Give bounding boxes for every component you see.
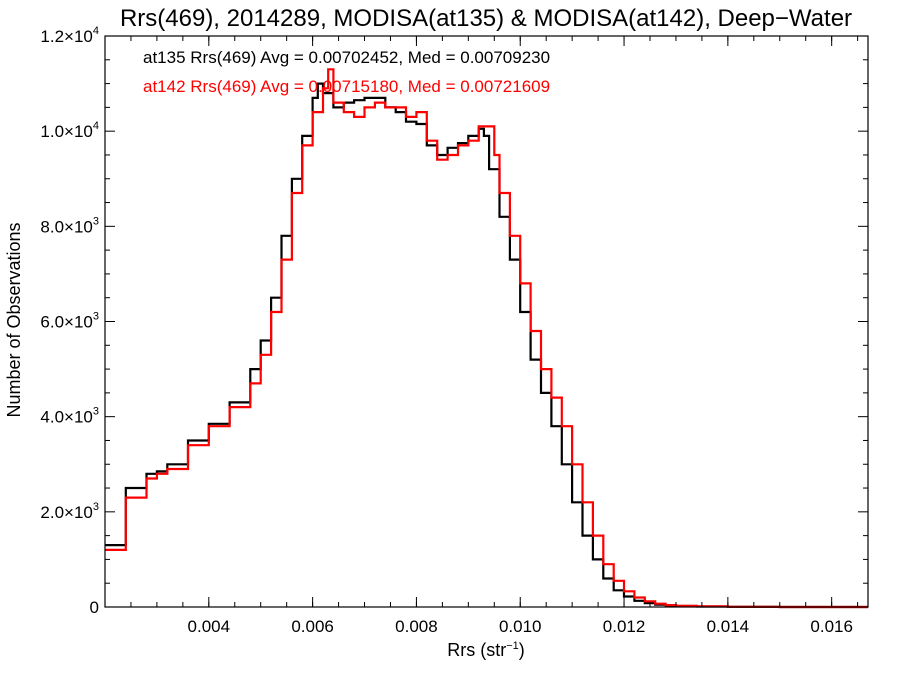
y-tick-label: 4.0×103 — [40, 406, 99, 427]
x-axis-ticks: 0.004 0.006 0.008 0.010 0.012 0.014 0.016 — [130, 36, 859, 636]
x-tick-label: 0.014 — [707, 617, 750, 636]
legend-entry-at142: at142 Rrs(469) Avg = 0.00715180, Med = 0… — [143, 77, 550, 96]
series-line-at142 — [105, 68, 868, 609]
x-tick-label: 0.012 — [603, 617, 646, 636]
x-tick-label: 0.008 — [395, 617, 438, 636]
x-axis-label: Rrs (str−1) — [447, 640, 525, 660]
x-tick-label: 0.016 — [810, 617, 853, 636]
series-layer — [105, 68, 868, 609]
y-tick-label: 6.0×103 — [40, 311, 99, 332]
y-tick-label: 1.2×104 — [40, 25, 99, 46]
y-axis-label: Number of Observations — [4, 222, 24, 417]
y-tick-label: 8.0×103 — [40, 215, 99, 236]
x-tick-label: 0.010 — [499, 617, 542, 636]
y-tick-label: 1.0×104 — [40, 120, 99, 141]
chart-title: Rrs(469), 2014289, MODISA(at135) & MODIS… — [120, 5, 852, 32]
x-axis-label-end: ) — [519, 640, 525, 660]
x-tick-label: 0.004 — [188, 617, 231, 636]
y-tick-label: 2.0×103 — [40, 501, 99, 522]
legend-entry-at135: at135 Rrs(469) Avg = 0.00702452, Med = 0… — [143, 48, 550, 67]
x-axis-label-text: Rrs (str — [447, 640, 506, 660]
y-axis-ticks: 0 2.0×103 4.0×103 6.0×103 8.0×103 1.0×104 1.2×… — [40, 25, 868, 617]
x-tick-label: 0.006 — [291, 617, 334, 636]
x-axis-label-sup: −1 — [506, 640, 519, 652]
y-tick-label: 0 — [90, 598, 99, 617]
